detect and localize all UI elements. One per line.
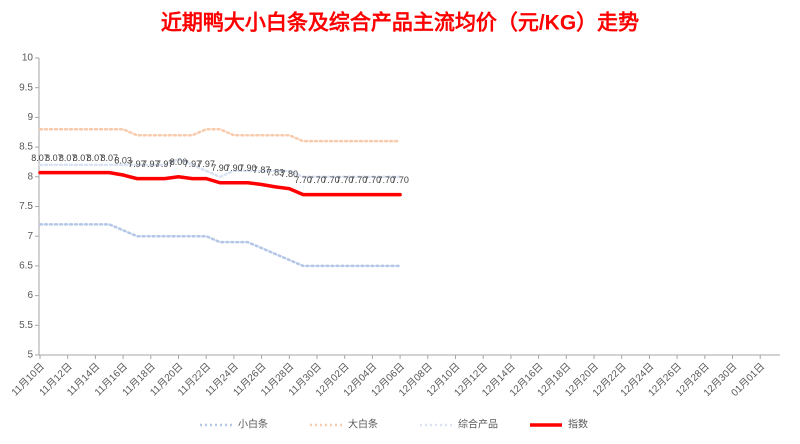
value-label: 7.90: [211, 163, 229, 173]
value-label: 7.97: [197, 159, 215, 169]
series-line: [38, 223, 402, 268]
series-line: [38, 128, 402, 143]
y-tick-label: 5.5: [19, 320, 33, 331]
y-tick-label: 6: [27, 290, 33, 301]
value-label: 8.07: [31, 153, 49, 163]
series-line: [38, 170, 402, 197]
y-tick-label: 9: [27, 112, 33, 123]
value-label: 7.87: [253, 165, 271, 175]
value-label: 8.07: [45, 153, 63, 163]
value-label: 7.97: [128, 159, 146, 169]
y-tick-label: 10: [22, 53, 34, 64]
value-label: 7.80: [281, 169, 299, 179]
value-label: 7.97: [142, 159, 160, 169]
chart-title: 近期鸭大小白条及综合产品主流均价（元/KG）走势: [161, 11, 639, 35]
value-label: 7.90: [225, 163, 243, 173]
y-tick-label: 7: [27, 231, 33, 242]
value-label: 7.70: [377, 175, 395, 185]
legend-label: 小白条: [238, 418, 268, 431]
value-label: 7.70: [350, 175, 368, 185]
value-label: 7.97: [156, 159, 174, 169]
value-label: 8.07: [73, 153, 91, 163]
y-tick-label: 8.5: [19, 142, 33, 153]
y-tick-label: 8: [27, 171, 33, 182]
value-label: 8.07: [59, 153, 77, 163]
value-label: 7.70: [364, 175, 382, 185]
legend-label: 综合产品: [458, 418, 498, 431]
y-tick-label: 5: [27, 350, 33, 361]
value-label: 8.00: [170, 157, 188, 167]
value-label: 7.70: [308, 175, 326, 185]
value-label: 8.07: [100, 153, 118, 163]
value-label: 7.83: [267, 167, 285, 177]
y-tick-label: 6.5: [19, 261, 33, 272]
value-label: 7.97: [184, 159, 202, 169]
value-label: 7.70: [391, 175, 409, 185]
y-tick-label: 9.5: [19, 82, 33, 93]
value-label: 7.70: [294, 175, 312, 185]
value-label: 7.70: [322, 175, 340, 185]
legend-label: 指数: [568, 418, 588, 431]
series-line: [38, 157, 402, 179]
value-label: 8.03: [114, 155, 132, 165]
legend-label: 大白条: [348, 418, 378, 431]
value-label: 7.70: [336, 175, 354, 185]
value-label: 8.07: [87, 153, 105, 163]
y-tick-label: 7.5: [19, 201, 33, 212]
value-label: 7.90: [239, 163, 257, 173]
